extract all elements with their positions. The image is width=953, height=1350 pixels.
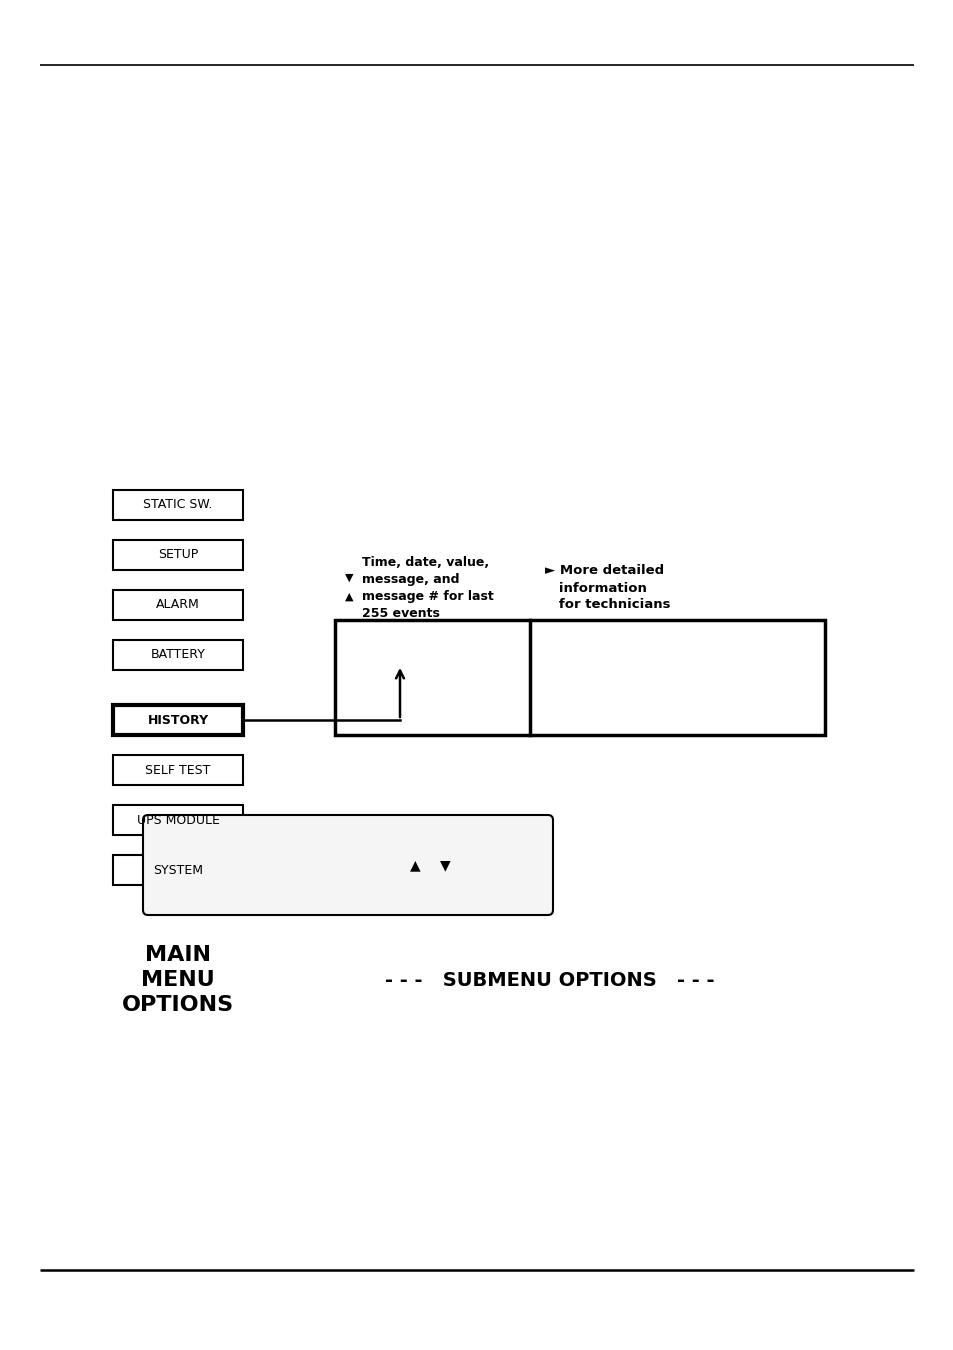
Bar (112, 855, 243, 886)
Bar (112, 755, 243, 784)
Text: UPS MODULE: UPS MODULE (136, 814, 219, 826)
Bar (112, 540, 243, 570)
FancyBboxPatch shape (143, 815, 553, 915)
Bar (112, 490, 243, 520)
Bar (335, 620, 824, 734)
Text: SELF TEST: SELF TEST (145, 764, 211, 776)
Text: SYSTEM: SYSTEM (152, 864, 203, 876)
Text: BATTERY: BATTERY (151, 648, 205, 662)
Bar (112, 640, 243, 670)
Text: SETUP: SETUP (157, 548, 198, 562)
Bar (112, 805, 243, 836)
Bar (112, 705, 243, 734)
Text: - - -   SUBMENU OPTIONS   - - -: - - - SUBMENU OPTIONS - - - (385, 971, 714, 990)
Text: HISTORY: HISTORY (148, 714, 209, 726)
Text: Time, date, value,
message, and
message # for last
255 events: Time, date, value, message, and message … (361, 556, 494, 620)
Text: ▲: ▲ (409, 859, 420, 872)
Text: STATIC SW.: STATIC SW. (143, 498, 213, 512)
Text: ▼: ▼ (345, 572, 354, 583)
Text: ALARM: ALARM (156, 598, 200, 612)
Text: MAIN
MENU
OPTIONS: MAIN MENU OPTIONS (122, 945, 233, 1015)
Text: ▲: ▲ (345, 593, 354, 602)
Text: ► More detailed
   information
   for technicians: ► More detailed information for technici… (544, 564, 670, 612)
Text: ▼: ▼ (439, 859, 450, 872)
Bar (112, 590, 243, 620)
